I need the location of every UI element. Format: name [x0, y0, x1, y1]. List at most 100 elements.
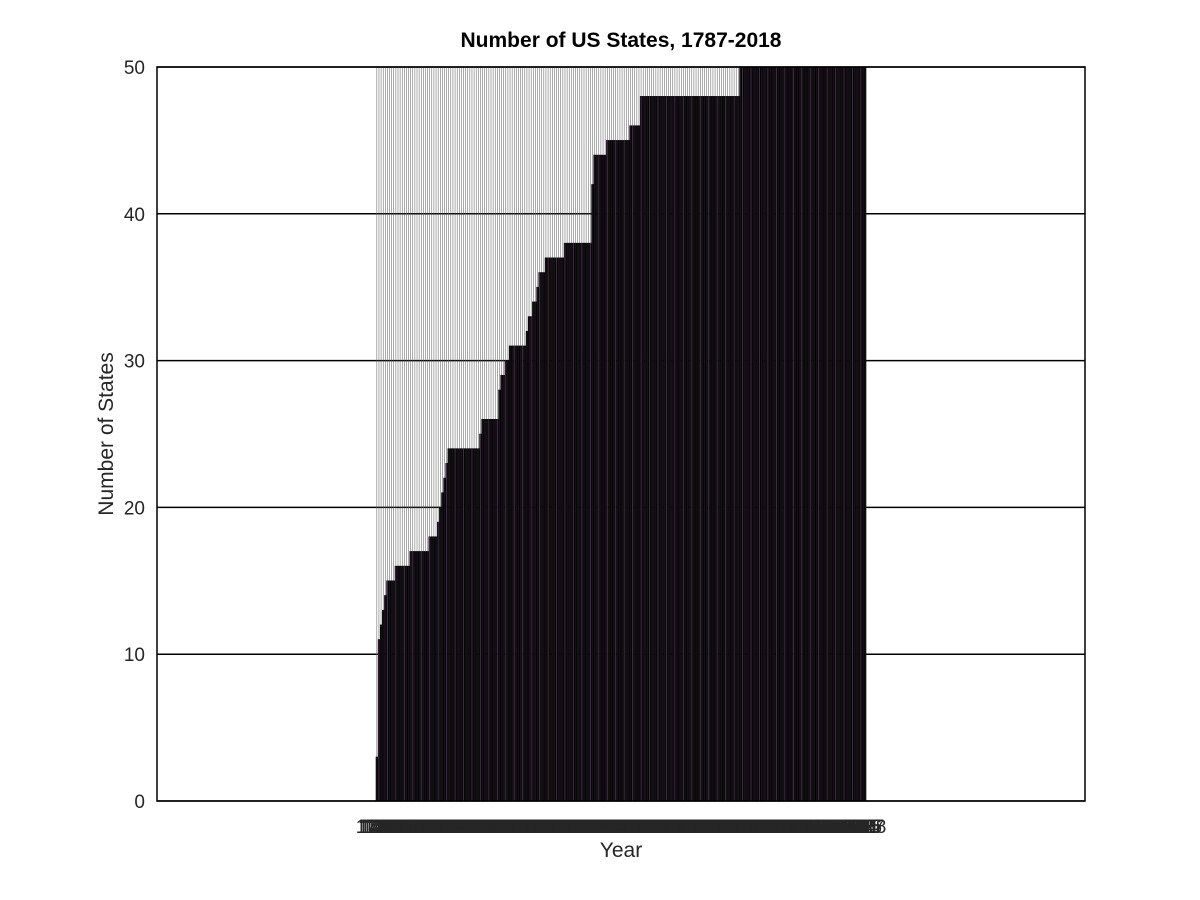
bar-fill-1837 — [481, 419, 484, 801]
x-tick-label: 2006 — [819, 817, 861, 838]
x-tick-label: 1878 — [548, 817, 590, 838]
x-tick-label: 1829 — [444, 817, 486, 838]
bar-fill-1854 — [517, 345, 520, 801]
x-tick-label: 1882 — [557, 817, 599, 838]
x-tick-label: 1985 — [774, 817, 816, 838]
x-tick-label: 2003 — [812, 817, 854, 838]
x-tick-label: 1888 — [569, 817, 611, 838]
bar-fill-1838 — [483, 419, 486, 801]
bar-fill-1915 — [646, 96, 649, 802]
x-tick-label: 1863 — [516, 817, 558, 838]
bar-fill-1906 — [627, 140, 630, 801]
bar-fill-1814 — [433, 536, 435, 801]
y-tick-label: 20 — [124, 498, 145, 519]
bar-fill-1883 — [578, 243, 581, 801]
bar-fill-1923 — [663, 96, 666, 802]
bar-fill-1909 — [633, 125, 636, 802]
bar-fill-2005 — [836, 67, 839, 801]
x-tick-label: 2013 — [833, 817, 875, 838]
x-tick-label: 1975 — [753, 817, 795, 838]
x-tick-label: 1884 — [561, 817, 604, 838]
bar-fill-1865 — [540, 272, 543, 801]
bar-fill-2017 — [862, 67, 864, 801]
x-tick-label: 2011 — [830, 817, 871, 838]
bar-fill-1886 — [585, 243, 587, 801]
x-tick-label: 1899 — [592, 817, 634, 838]
bar-fill-1866 — [542, 272, 545, 801]
x-tick-label: 1840 — [468, 817, 510, 838]
x-tick-label: 1865 — [521, 817, 563, 838]
bar-fill-1879 — [570, 243, 573, 801]
x-tick-label: 1874 — [540, 817, 583, 838]
bar-fill-1987 — [798, 67, 801, 801]
x-tick-label: 1803 — [390, 817, 432, 838]
bar-fill-1982 — [788, 67, 790, 801]
bar-fill-1978 — [779, 67, 782, 801]
x-tick-label: 1836 — [459, 817, 501, 838]
bar-fill-1802 — [407, 566, 410, 801]
bar-fill-1842 — [492, 419, 494, 801]
bar-fill-1895 — [604, 155, 606, 801]
x-tick-label: 1802 — [387, 817, 429, 838]
bar-fill-1995 — [815, 67, 818, 801]
bar-fill-1977 — [777, 67, 780, 801]
bar-fill-1993 — [811, 67, 814, 801]
bar-fill-1847 — [502, 375, 505, 801]
bar-fill-1994 — [813, 67, 816, 801]
bar-fill-1917 — [650, 96, 653, 802]
bar-fill-1890 — [593, 155, 596, 801]
bar-fill-1869 — [549, 257, 552, 802]
x-tick-label: 1958 — [717, 817, 759, 838]
bar-fill-1959 — [739, 67, 742, 801]
bar-fill-1889 — [591, 184, 594, 801]
x-tick-label: 1855 — [499, 817, 541, 838]
x-tick-label: 1961 — [724, 817, 766, 838]
bar-fill-2007 — [841, 67, 843, 801]
x-tick-label: 1832 — [451, 817, 493, 838]
x-tick-label: 1991 — [787, 817, 829, 838]
bar-fill-1986 — [796, 67, 799, 801]
bar-fill-1882 — [576, 243, 579, 801]
bar-fill-1806 — [416, 551, 418, 801]
bar-fill-1927 — [671, 96, 674, 802]
x-tick-label: 1817 — [419, 817, 461, 838]
bar-fill-1819 — [443, 478, 446, 801]
x-tick-label: 1972 — [747, 817, 789, 838]
bar-fill-1931 — [680, 96, 683, 802]
x-tick-label: 2018 — [844, 817, 886, 838]
x-tick-label: 1810 — [404, 817, 446, 838]
bar-fill-1875 — [562, 257, 564, 802]
bar-fill-1853 — [515, 345, 518, 801]
x-tick-label: 1849 — [487, 817, 529, 838]
x-tick-label: 1801 — [385, 817, 427, 838]
bar-fill-1794 — [390, 580, 393, 801]
bar-fill-2010 — [847, 67, 850, 801]
x-tick-label: 1916 — [628, 817, 670, 838]
bar-fill-1870 — [551, 257, 554, 802]
bar-fill-1919 — [655, 96, 657, 802]
x-tick-label: 1794 — [371, 817, 414, 838]
x-tick-label: 1826 — [438, 817, 480, 838]
bar-fill-1891 — [595, 155, 598, 801]
x-tick-label: 1999 — [804, 817, 846, 838]
x-tick-label: 1866 — [523, 817, 565, 838]
x-tick-label: 1844 — [476, 817, 519, 838]
bar-fill-1926 — [669, 96, 672, 802]
bar-fill-1817 — [439, 507, 442, 801]
x-tick-label: 1871 — [533, 817, 575, 838]
y-tick-label: 10 — [124, 645, 145, 666]
bar-fill-1961 — [743, 67, 746, 801]
x-tick-label: 1914 — [624, 817, 667, 838]
bar-fill-1973 — [769, 67, 771, 801]
x-tick-label: 1934 — [666, 817, 709, 838]
bar-fill-1911 — [638, 125, 640, 802]
x-tick-label: 1885 — [563, 817, 605, 838]
x-tick-label: 1964 — [730, 817, 773, 838]
bar-fill-1793 — [388, 580, 391, 801]
bar-fill-1951 — [722, 96, 725, 802]
x-tick-label: 1886 — [565, 817, 607, 838]
x-tick-label: 1834 — [455, 817, 498, 838]
x-tick-label: 1944 — [688, 817, 731, 838]
x-tick-label: 1974 — [751, 817, 794, 838]
